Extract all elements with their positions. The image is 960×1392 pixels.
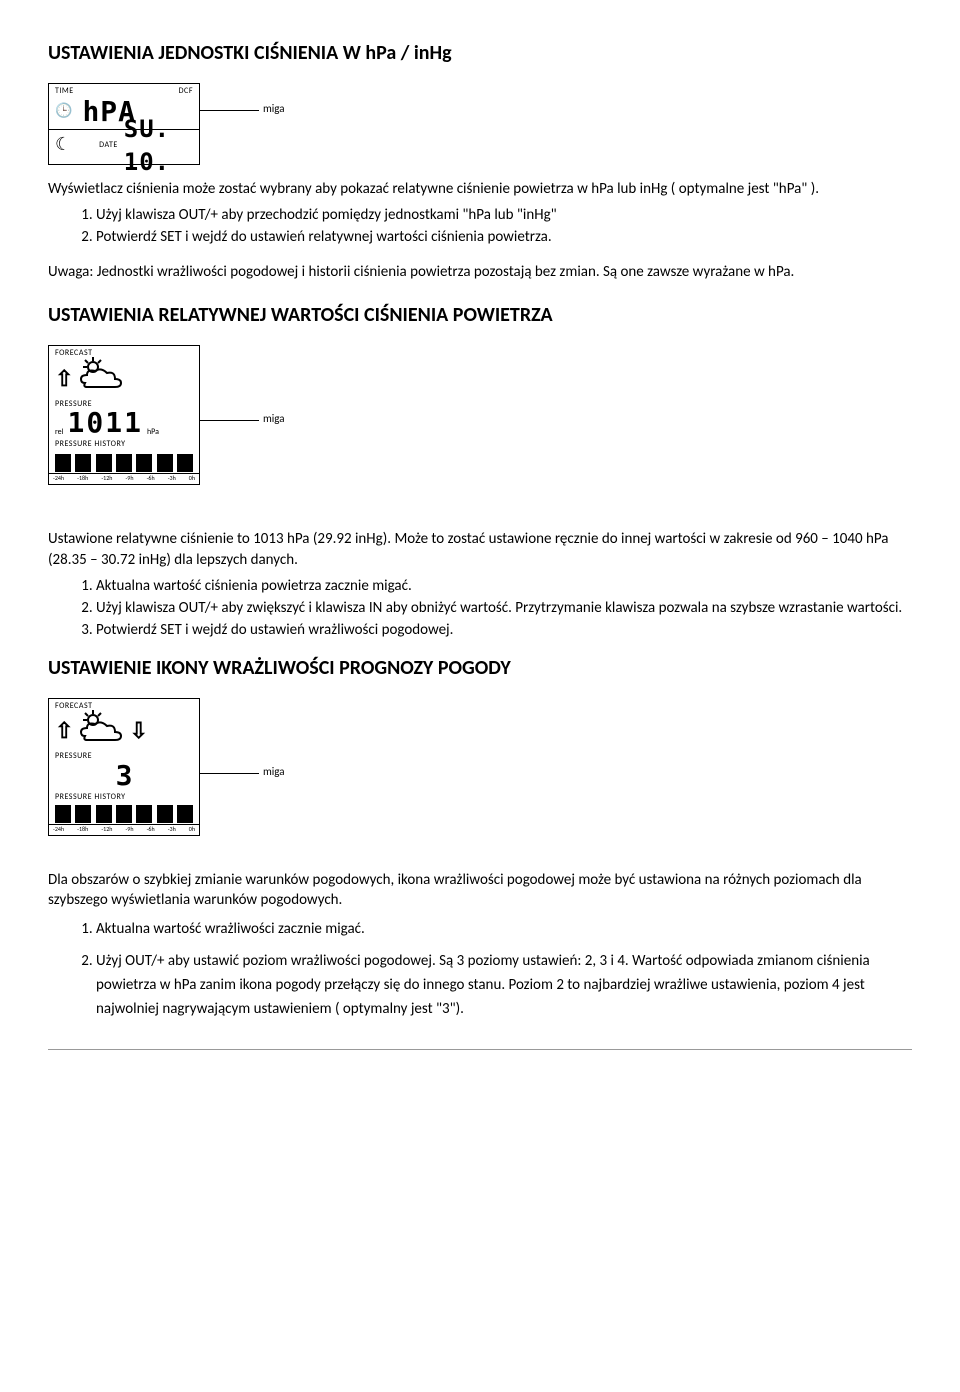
lcd-history-bars-3	[49, 803, 199, 823]
list-item: Aktualna wartość wrażliwości zacznie mig…	[96, 917, 912, 941]
lcd-figure-pressure: FORECAST ⇧ PRESSURE rel 1011	[48, 345, 200, 485]
lcd-dcf-label: DCF	[179, 86, 193, 97]
list-item: Użyj OUT/+ aby ustawić poziom wrażliwośc…	[96, 949, 912, 1021]
list-item: Potwierdź SET i wejdź do ustawień relaty…	[96, 227, 912, 247]
section1-intro: Wyświetlacz ciśnienia może zostać wybran…	[48, 179, 912, 199]
blink-label-2: miga	[263, 412, 285, 427]
lcd-history-label-3: PRESSURE HISTORY	[49, 792, 199, 803]
lcd-figure-hpa: TIME DCF 🕒 hPA ☾ DATE SU. 10. miga	[48, 83, 200, 165]
sun-cloud-icon	[73, 355, 129, 401]
alarm-icon: 🕒	[55, 102, 72, 121]
sun-cloud-icon	[73, 708, 129, 754]
blink-label-1: miga	[263, 102, 285, 117]
lcd-sensitivity-value: 3	[49, 762, 199, 792]
lcd-time-label: TIME	[55, 86, 74, 97]
lcd-figure-sensitivity: FORECAST ⇧ ⇩ PRESSURE 3 PRESSURE	[48, 698, 200, 836]
section3-steps: Aktualna wartość wrażliwości zacznie mig…	[48, 917, 912, 1021]
footer-rule	[48, 1049, 912, 1050]
lcd-history-bars	[49, 452, 199, 472]
section2-heading: USTAWIENIA RELATYWNEJ WARTOŚCI CIŚNIENIA…	[48, 302, 912, 329]
section3-heading: USTAWIENIE IKONY WRAŻLIWOŚCI PROGNOZY PO…	[48, 655, 912, 682]
lcd-history-axis: -24h-18h-12h-9h-6h-3h0h	[49, 473, 199, 484]
list-item: Użyj klawisza OUT/+ aby przechodzić pomi…	[96, 205, 912, 225]
lcd-date-value: SU. 10.	[124, 113, 193, 178]
section1-heading: USTAWIENIA JEDNOSTKI CIŚNIENIA W hPa / i…	[48, 40, 912, 67]
lcd-date-label: DATE	[99, 140, 118, 151]
section1-steps: Użyj klawisza OUT/+ aby przechodzić pomi…	[48, 205, 912, 248]
arrow-down-icon: ⇩	[129, 716, 147, 746]
list-item: Aktualna wartość ciśnienia powietrza zac…	[96, 576, 912, 596]
arrow-up-icon: ⇧	[55, 364, 73, 394]
list-item: Potwierdź SET i wejdź do ustawień wrażli…	[96, 620, 912, 640]
section3-intro: Dla obszarów o szybkiej zmianie warunków…	[48, 870, 912, 911]
lcd-pressure-value: 1011	[68, 409, 143, 437]
blink-label-3: miga	[263, 765, 285, 780]
section1-note: Uwaga: Jednostki wrażliwości pogodowej i…	[48, 262, 912, 282]
arrow-up-icon: ⇧	[55, 716, 73, 746]
lcd-rel-label: rel	[55, 427, 64, 438]
section2-steps: Aktualna wartość ciśnienia powietrza zac…	[48, 576, 912, 641]
lcd-history-axis-3: -24h-18h-12h-9h-6h-3h0h	[49, 824, 199, 835]
lcd-history-label: PRESSURE HISTORY	[49, 439, 199, 452]
list-item: Użyj klawisza OUT/+ aby zwiększyć i klaw…	[96, 598, 912, 618]
moon-icon: ☾	[55, 135, 71, 153]
lcd-hpa-small: hPa	[147, 427, 159, 438]
section2-intro: Ustawione relatywne ciśnienie to 1013 hP…	[48, 529, 912, 570]
